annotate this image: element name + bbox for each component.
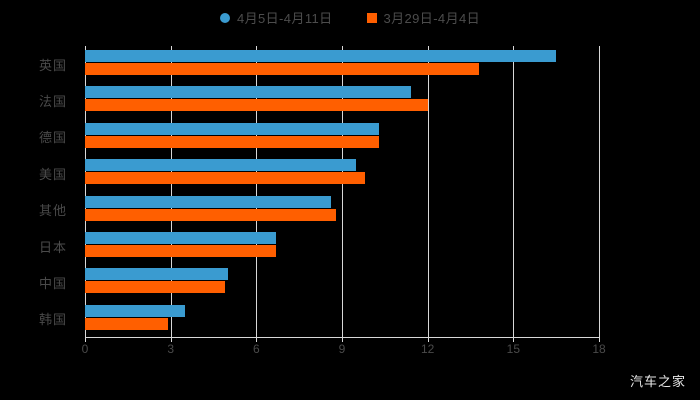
y-axis-label: 中国 bbox=[38, 275, 67, 291]
legend-label-series-b: 3月29日-4月4日 bbox=[383, 11, 480, 26]
watermark: 汽车之家 bbox=[629, 374, 686, 389]
x-axis-tick bbox=[85, 337, 86, 342]
chart-legend: 4月5日-4月11日 3月29日-4月4日 bbox=[0, 8, 700, 27]
bar-series-b[interactable] bbox=[85, 244, 277, 257]
legend-label-series-a: 4月5日-4月11日 bbox=[237, 11, 333, 26]
y-axis-labels: 英国法国德国美国其他日本中国韩国 bbox=[0, 46, 80, 337]
legend-item-series-b[interactable]: 3月29日-4月4日 bbox=[366, 8, 480, 27]
x-axis-label: 3 bbox=[167, 342, 174, 356]
legend-swatch-icon-series-b bbox=[366, 12, 377, 23]
bar-series-b[interactable] bbox=[85, 281, 225, 294]
bar-series-b[interactable] bbox=[85, 172, 365, 185]
gridline-18 bbox=[599, 46, 600, 337]
bar-group bbox=[85, 264, 599, 300]
y-axis-label: 日本 bbox=[38, 239, 67, 255]
bar-group bbox=[85, 155, 599, 191]
bar-series-a[interactable] bbox=[85, 122, 380, 135]
legend-item-series-a[interactable]: 4月5日-4月11日 bbox=[220, 8, 333, 27]
x-axis-tick bbox=[256, 337, 258, 342]
bar-series-a[interactable] bbox=[85, 268, 228, 281]
y-axis-label: 美国 bbox=[38, 166, 67, 182]
y-axis-label: 其他 bbox=[38, 203, 67, 219]
bar-series-a[interactable] bbox=[85, 231, 277, 244]
bar-series-a[interactable] bbox=[85, 50, 557, 62]
bar-group bbox=[85, 192, 599, 228]
x-axis-label: 15 bbox=[506, 342, 521, 356]
y-axis-label: 韩国 bbox=[38, 312, 67, 328]
plot-area bbox=[85, 46, 600, 337]
bar-group bbox=[85, 228, 599, 264]
x-axis-label: 18 bbox=[592, 342, 606, 356]
bar-groups bbox=[85, 46, 599, 337]
bar-group bbox=[85, 46, 599, 82]
bar-series-b[interactable] bbox=[85, 317, 168, 330]
bar-series-a[interactable] bbox=[85, 86, 411, 99]
bar-series-b[interactable] bbox=[85, 135, 380, 148]
bar-series-a[interactable] bbox=[85, 159, 357, 172]
x-axis-tick bbox=[342, 337, 343, 342]
x-axis-label: 0 bbox=[81, 342, 89, 356]
x-axis-tick bbox=[599, 337, 600, 342]
bar-series-b[interactable] bbox=[85, 63, 480, 75]
y-axis-label: 德国 bbox=[38, 130, 67, 146]
legend-swatch-icon-series-a bbox=[220, 12, 230, 23]
x-axis-label: 9 bbox=[338, 342, 346, 356]
x-axis-label: 12 bbox=[420, 342, 435, 356]
y-axis-label: 法国 bbox=[38, 94, 67, 110]
x-axis-label: 6 bbox=[252, 342, 260, 356]
bar-group bbox=[85, 301, 599, 337]
x-axis-tick bbox=[170, 337, 172, 342]
x-axis-tick bbox=[427, 337, 429, 342]
bar-group bbox=[85, 119, 599, 155]
x-axis-tick bbox=[513, 337, 515, 342]
bar-series-b[interactable] bbox=[85, 208, 337, 221]
bar-series-a[interactable] bbox=[85, 304, 185, 317]
bar-group bbox=[85, 82, 599, 118]
y-axis-label: 英国 bbox=[38, 57, 67, 73]
bar-series-a[interactable] bbox=[85, 195, 331, 208]
bar-series-b[interactable] bbox=[85, 99, 428, 112]
